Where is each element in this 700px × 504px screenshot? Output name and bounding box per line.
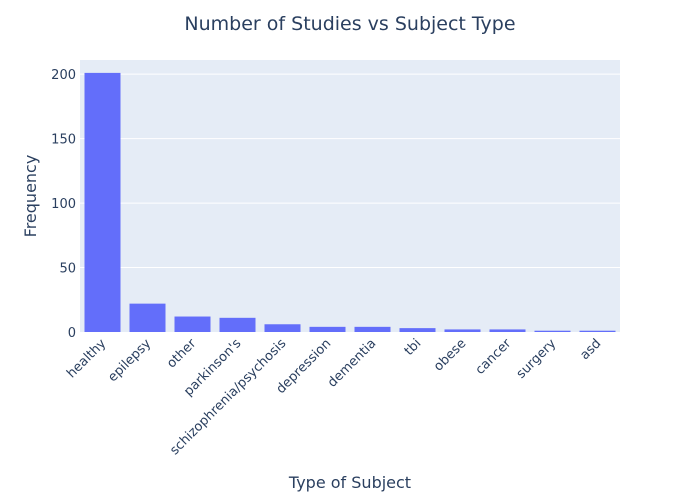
y-axis-ticks: 0 50 100 150 200: [51, 68, 76, 341]
x-tick-label: obese: [431, 336, 469, 374]
y-tick-label: 0: [68, 326, 76, 341]
y-axis-title: Frequency: [21, 155, 40, 238]
bar-schizophrenia-psychosis: [264, 324, 301, 332]
bar-tbi: [399, 328, 436, 332]
y-tick-label: 150: [51, 133, 76, 148]
x-tick-label: cancer: [473, 336, 515, 378]
x-tick-label: other: [164, 336, 200, 372]
x-tick-label: tbi: [402, 336, 425, 359]
x-tick-label: dementia: [325, 336, 379, 390]
bar-epilepsy: [129, 303, 166, 332]
plot-area: [80, 60, 620, 332]
y-tick-label: 50: [59, 262, 76, 277]
bars: [84, 72, 616, 333]
x-tick-label: epilepsy: [105, 336, 154, 385]
x-tick-label: surgery: [514, 336, 560, 382]
bar-obese: [444, 329, 481, 332]
chart-title: Number of Studies vs Subject Type: [184, 13, 515, 35]
bar-healthy: [84, 72, 121, 333]
gridlines: [80, 73, 620, 269]
bar-dementia: [354, 326, 391, 332]
bar-parkinson-s: [219, 317, 256, 332]
y-tick-label: 200: [51, 68, 76, 83]
x-tick-label: healthy: [64, 336, 109, 381]
bar-surgery: [534, 330, 571, 332]
x-axis-title: Type of Subject: [288, 473, 411, 492]
bar-depression: [309, 326, 346, 332]
bar-asd: [579, 330, 616, 332]
bar-other: [174, 316, 211, 332]
bar-cancer: [489, 329, 526, 332]
x-tick-label: asd: [577, 336, 604, 363]
y-tick-label: 100: [51, 197, 76, 212]
